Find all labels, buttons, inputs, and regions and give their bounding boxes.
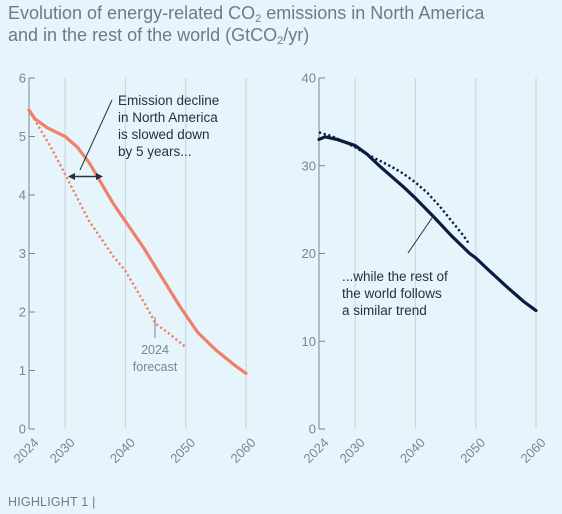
north-america-y-tick-label-3: 3 <box>19 246 26 261</box>
rest-of-world-series-dotted <box>318 131 471 246</box>
five-year-double-arrow <box>68 173 103 180</box>
emission-decline-annotation: Emission decline in North America is slo… <box>68 93 219 180</box>
rest-of-world-annotation: ...while the rest of the world follows a… <box>342 214 448 318</box>
north-america-x-tick-label-2024: 2024 <box>10 435 41 466</box>
north-america-x-tick-label-2060: 2060 <box>227 435 258 466</box>
rest-of-world-x-tick-label-2050: 2050 <box>457 435 488 466</box>
annotation-line-2: in North America <box>118 110 218 125</box>
rest-annotation-line-3: a similar trend <box>342 303 427 318</box>
rest-of-world-y-tick-label-40: 40 <box>302 71 316 86</box>
north-america-x-tick-label-2050: 2050 <box>167 435 198 466</box>
annotation-line-4: by 5 years... <box>118 144 192 159</box>
north-america-y-tick-label-5: 5 <box>19 129 26 144</box>
forecast-annotation: 2024 forecast <box>133 317 178 374</box>
north-america-y-tick-label-1: 1 <box>19 363 26 378</box>
rest-of-world-x-tick-label-2030: 2030 <box>337 435 368 466</box>
rest-of-world-series-solid <box>317 135 538 313</box>
rest-of-world-x-tick-label-2024: 2024 <box>300 435 331 466</box>
rest-of-world-y-tick-label-0: 0 <box>309 422 316 437</box>
north-america-x-tick-label-2040: 2040 <box>107 435 138 466</box>
annotation-leader-line <box>79 99 113 171</box>
rest-of-world-x-tick-label-2040: 2040 <box>397 435 428 466</box>
north-america-x-tick-label-2030: 2030 <box>47 435 78 466</box>
rest-of-world-y-tick-label-30: 30 <box>302 158 316 173</box>
highlight-footer: HIGHLIGHT 1 | <box>8 495 96 509</box>
annotation-line-3: is slowed down <box>118 127 210 142</box>
north-america-series-solid <box>27 108 248 376</box>
north-america-y-tick-label-6: 6 <box>19 71 26 86</box>
rest-annotation-line-1: ...while the rest of <box>342 269 448 284</box>
title-line-2: and in the rest of the world (GtCO2/yr) <box>8 25 310 47</box>
north-america-y-tick-label-4: 4 <box>19 188 26 203</box>
rest-annotation-line-2: the world follows <box>342 286 442 301</box>
forecast-label-line-1: 2024 <box>141 343 169 357</box>
chart-title: Evolution of energy-related CO2 emission… <box>8 2 556 47</box>
north-america-y-tick-label-0: 0 <box>19 422 26 437</box>
rest-of-world-x-tick-label-2060: 2060 <box>517 435 548 466</box>
rest-of-world-y-tick-label-10: 10 <box>302 334 316 349</box>
forecast-label-line-2: forecast <box>133 360 178 374</box>
annotation-line-1: Emission decline <box>118 93 219 108</box>
rest-of-world-y-tick-label-20: 20 <box>302 246 316 261</box>
title-line-1: Evolution of energy-related CO2 emission… <box>8 3 485 25</box>
rest-of-world-leader-line <box>407 214 435 254</box>
north-america-y-tick-label-2: 2 <box>19 305 26 320</box>
